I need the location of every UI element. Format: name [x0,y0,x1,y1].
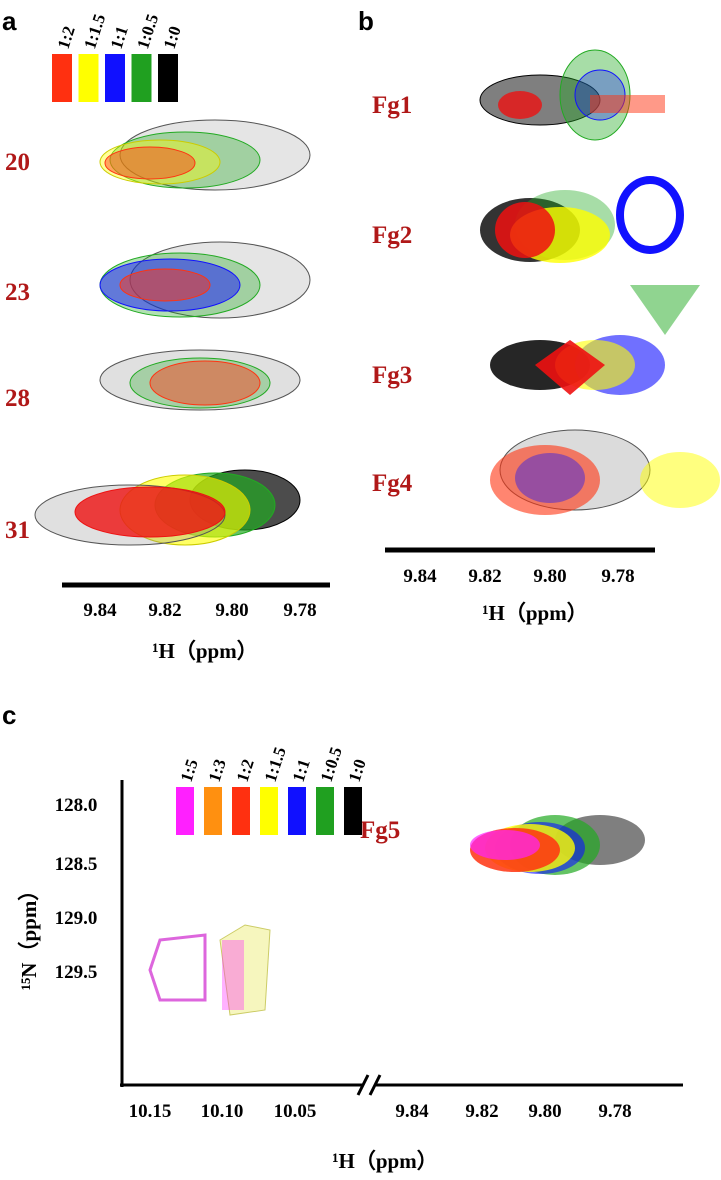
x-axis-label: ¹H（ppm） [482,601,587,625]
legend-label: 1:0.5 [133,12,162,52]
contour [498,91,542,119]
panel-letter: a [2,6,17,36]
peak-label: Fg4 [372,470,413,497]
legend-swatch [105,54,125,102]
contour [219,924,271,1016]
legend-swatch [344,787,362,835]
peak-label: 20 [5,149,30,176]
contour [119,268,211,302]
peak-label: Fg1 [372,92,412,119]
contours-c [148,815,645,1016]
legend-label: 1:3 [205,757,230,784]
legend-swatch [52,54,72,102]
x-tick-label: 9.84 [403,566,437,587]
legend-label: 1:1 [107,24,132,51]
legend-swatch [316,787,334,835]
x-tick-label: 9.78 [283,600,316,621]
legend-label: 1:1.5 [80,12,109,52]
y-tick-label: 129.0 [55,908,98,929]
y-tick-label: 129.5 [55,962,98,983]
legend-label: 1:1 [289,757,314,784]
contour [149,360,261,406]
contour [616,176,684,254]
legend-swatch [131,54,152,102]
legend-label: 1:0.5 [317,745,346,785]
y-tick-label: 128.0 [55,795,98,816]
x-tick-label: 9.82 [465,1101,498,1122]
contour [490,445,600,515]
x-tick-label: 9.78 [601,566,634,587]
contour [535,340,605,395]
legend-label: 1:5 [177,757,202,784]
contour [495,202,555,258]
x-tick-label: 9.82 [468,566,501,587]
x-axis-label: ¹H（ppm） [152,639,257,663]
peak-label: 28 [5,385,30,412]
legend-label: 1:1.5 [261,745,290,785]
contour [630,285,700,335]
axis-break [356,1074,370,1096]
peak-label: 23 [5,279,30,306]
legend-swatch [288,787,306,835]
contours-a [34,119,311,546]
legend-swatch [204,787,222,835]
legend-swatch [78,54,99,102]
y-tick-label: 128.5 [55,854,98,875]
x-tick-label: 9.80 [528,1101,561,1122]
x-tick-label: 9.80 [215,600,248,621]
contour [104,146,196,180]
legend-label: 1:0 [345,757,370,784]
contours-b [479,49,720,515]
contour [129,357,271,409]
legend-swatch [260,787,278,835]
contour [222,940,244,1010]
contour [119,119,311,191]
peak-label: Fg2 [372,222,412,249]
legend-label: 1:2 [233,757,258,784]
panel-letter: c [2,700,16,730]
x-tick-label: 9.84 [395,1101,429,1122]
x-tick-label: 9.82 [148,600,181,621]
x-tick-label: 10.15 [129,1101,172,1122]
x-tick-label: 10.05 [274,1101,317,1122]
y-axis-label: ¹⁵N（ppm） [17,880,41,991]
legend-swatch [158,54,178,102]
panel-letter: b [358,6,374,36]
contour [99,139,221,185]
x-axis-label: ¹H（ppm） [332,1149,437,1173]
contour [590,95,665,113]
peak-label: 31 [5,517,30,544]
peak-label: Fg5 [360,817,400,844]
x-tick-label: 10.10 [201,1101,244,1122]
legend-label: 1:0 [160,24,185,51]
contour [109,131,261,189]
legend-swatch [232,787,250,835]
contour [515,453,585,503]
contour [470,830,540,860]
contour [148,933,207,1002]
legend-label: 1:2 [54,24,79,51]
x-tick-label: 9.80 [533,566,566,587]
x-tick-label: 9.78 [598,1101,631,1122]
peak-label: Fg3 [372,362,412,389]
legend-swatch [176,787,194,835]
axis-break [368,1074,382,1096]
x-tick-label: 9.84 [83,600,117,621]
contour [74,486,226,538]
contour [640,452,720,508]
